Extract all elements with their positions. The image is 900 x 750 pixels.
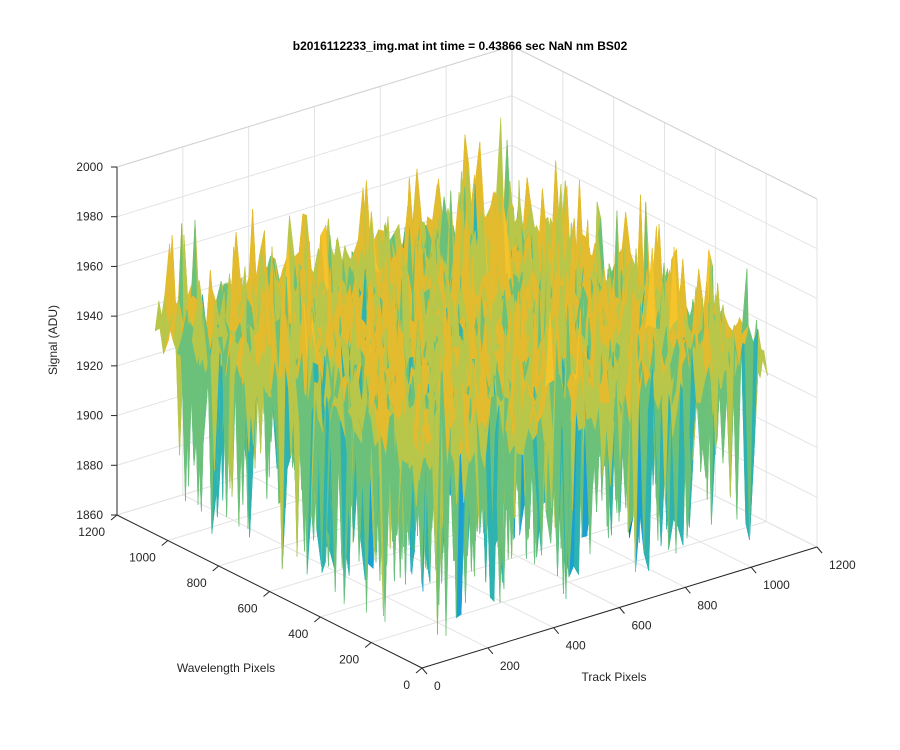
back-wall-grid-line-z — [116, 95, 513, 218]
data-surface — [154, 117, 768, 636]
side-wall-grid-line-z — [511, 144, 818, 299]
box-edge-top-back — [116, 45, 513, 168]
side-wall-grid-line-z — [511, 95, 818, 250]
box-edge-top-side — [511, 45, 818, 200]
